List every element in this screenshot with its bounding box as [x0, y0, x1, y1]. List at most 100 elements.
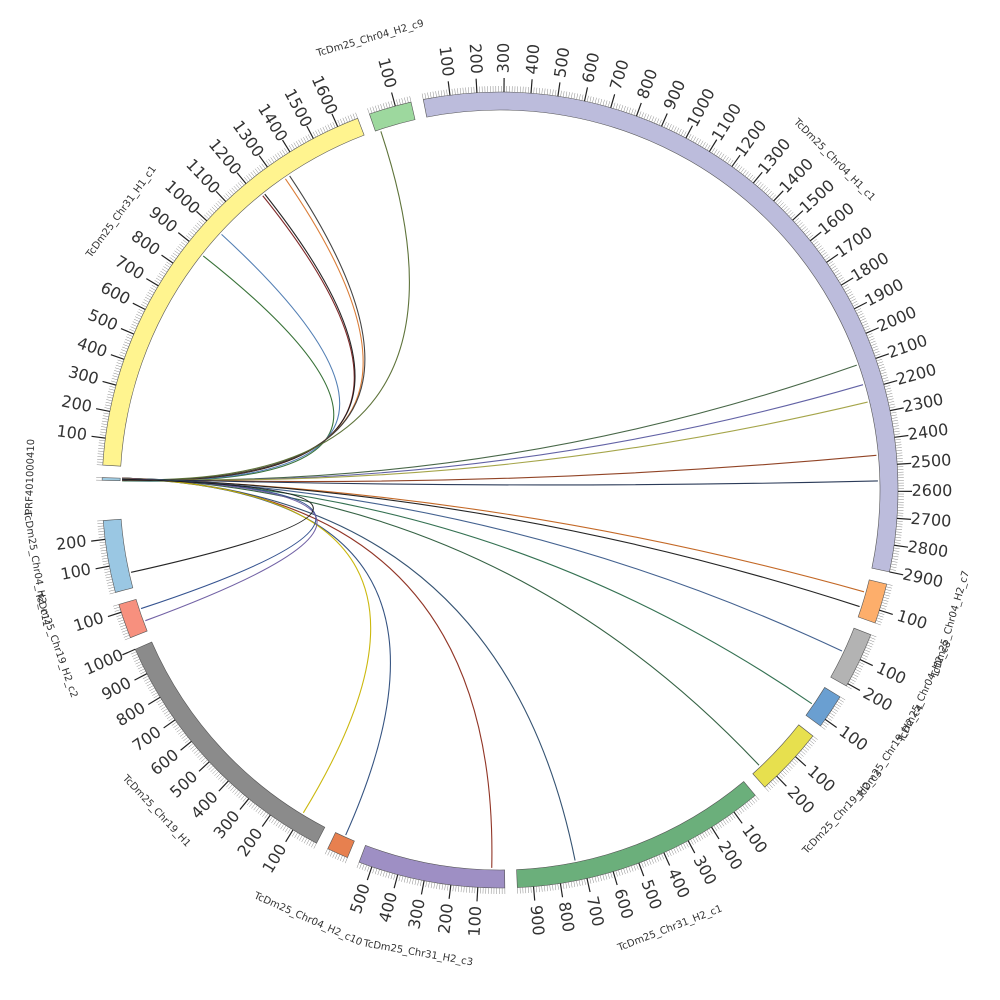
minor-tick	[303, 837, 308, 844]
minor-tick	[709, 828, 713, 834]
minor-tick	[244, 177, 249, 183]
minor-tick	[798, 752, 804, 757]
minor-tick	[197, 753, 203, 758]
major-tick	[896, 517, 911, 520]
major-tick	[557, 82, 561, 97]
minor-tick	[97, 528, 104, 530]
minor-tick	[455, 885, 457, 892]
tick-label: 700	[129, 722, 165, 755]
minor-tick	[443, 89, 445, 96]
minor-tick	[411, 878, 414, 885]
major-tick	[161, 254, 174, 264]
tick-label: 900	[145, 202, 181, 236]
major-tick	[897, 462, 912, 465]
minor-tick	[130, 326, 137, 330]
minor-tick	[843, 286, 850, 290]
minor-tick	[257, 166, 262, 172]
minor-tick	[786, 209, 792, 215]
tick-label: 200	[466, 43, 487, 75]
minor-tick	[120, 627, 127, 630]
minor-tick	[594, 97, 597, 104]
minor-tick	[119, 624, 126, 628]
minor-tick	[716, 150, 720, 157]
major-tick	[638, 862, 645, 877]
tick-label: 800	[128, 226, 164, 259]
minor-tick	[262, 811, 267, 817]
tick-label: 200	[714, 837, 746, 873]
minor-tick	[195, 751, 201, 756]
minor-tick	[683, 131, 687, 137]
minor-tick	[704, 831, 708, 837]
link-15	[122, 477, 813, 705]
minor-tick	[308, 840, 312, 847]
minor-tick	[720, 153, 725, 159]
minor-tick	[597, 875, 600, 882]
minor-tick	[625, 867, 629, 874]
minor-tick	[816, 245, 822, 250]
major-tick	[163, 719, 176, 729]
minor-tick	[862, 323, 869, 327]
tick-label: 900	[98, 673, 134, 704]
minor-tick	[458, 885, 460, 892]
minor-tick	[134, 658, 140, 662]
minor-tick	[697, 139, 701, 145]
minor-tick	[99, 544, 106, 546]
minor-tick	[633, 109, 637, 116]
minor-tick	[803, 228, 809, 233]
minor-tick	[118, 622, 125, 625]
minor-tick	[855, 669, 861, 673]
major-tick	[134, 673, 148, 681]
tick-label: 300	[66, 362, 100, 388]
minor-tick	[398, 875, 401, 882]
minor-tick	[706, 829, 711, 836]
minor-tick	[261, 163, 266, 169]
segments-layer: PRF4010004101002003004005006007008009001…	[21, 18, 972, 968]
minor-tick	[811, 238, 817, 244]
minor-tick	[731, 813, 736, 819]
minor-tick	[187, 233, 193, 238]
minor-tick	[163, 710, 170, 715]
minor-tick	[725, 156, 729, 163]
minor-tick	[196, 222, 202, 228]
minor-tick	[631, 108, 634, 115]
minor-tick	[856, 666, 863, 670]
minor-tick	[804, 746, 810, 751]
minor-tick	[690, 839, 694, 845]
minor-tick	[896, 526, 903, 528]
minor-tick	[158, 273, 165, 277]
minor-tick	[597, 98, 600, 105]
minor-tick	[202, 759, 208, 765]
minor-tick	[600, 98, 603, 105]
minor-tick	[552, 89, 554, 96]
minor-tick	[142, 675, 149, 680]
tick-label: 2900	[901, 564, 945, 591]
minor-tick	[417, 879, 420, 886]
major-tick	[708, 139, 718, 152]
segment-arc	[102, 117, 365, 467]
minor-tick	[618, 104, 621, 111]
minor-tick	[733, 163, 738, 169]
minor-tick	[799, 224, 805, 229]
minor-tick	[115, 364, 122, 368]
minor-tick	[191, 747, 197, 752]
minor-tick	[711, 147, 716, 154]
minor-tick	[253, 805, 258, 811]
tick-label: 200	[784, 782, 819, 817]
minor-tick	[367, 108, 370, 115]
minor-tick	[259, 165, 264, 171]
minor-tick	[101, 557, 108, 560]
major-tick	[258, 155, 268, 168]
minor-tick	[826, 716, 832, 721]
minor-tick	[236, 791, 241, 797]
minor-tick	[372, 867, 375, 874]
minor-tick	[301, 836, 305, 843]
major-tick	[476, 887, 479, 902]
major-tick	[889, 407, 904, 412]
minor-tick	[853, 671, 860, 675]
minor-tick	[382, 103, 386, 110]
major-tick	[177, 232, 190, 242]
segment-name: PRF401000410	[24, 439, 37, 515]
minor-tick	[465, 87, 467, 94]
minor-tick	[280, 824, 284, 830]
